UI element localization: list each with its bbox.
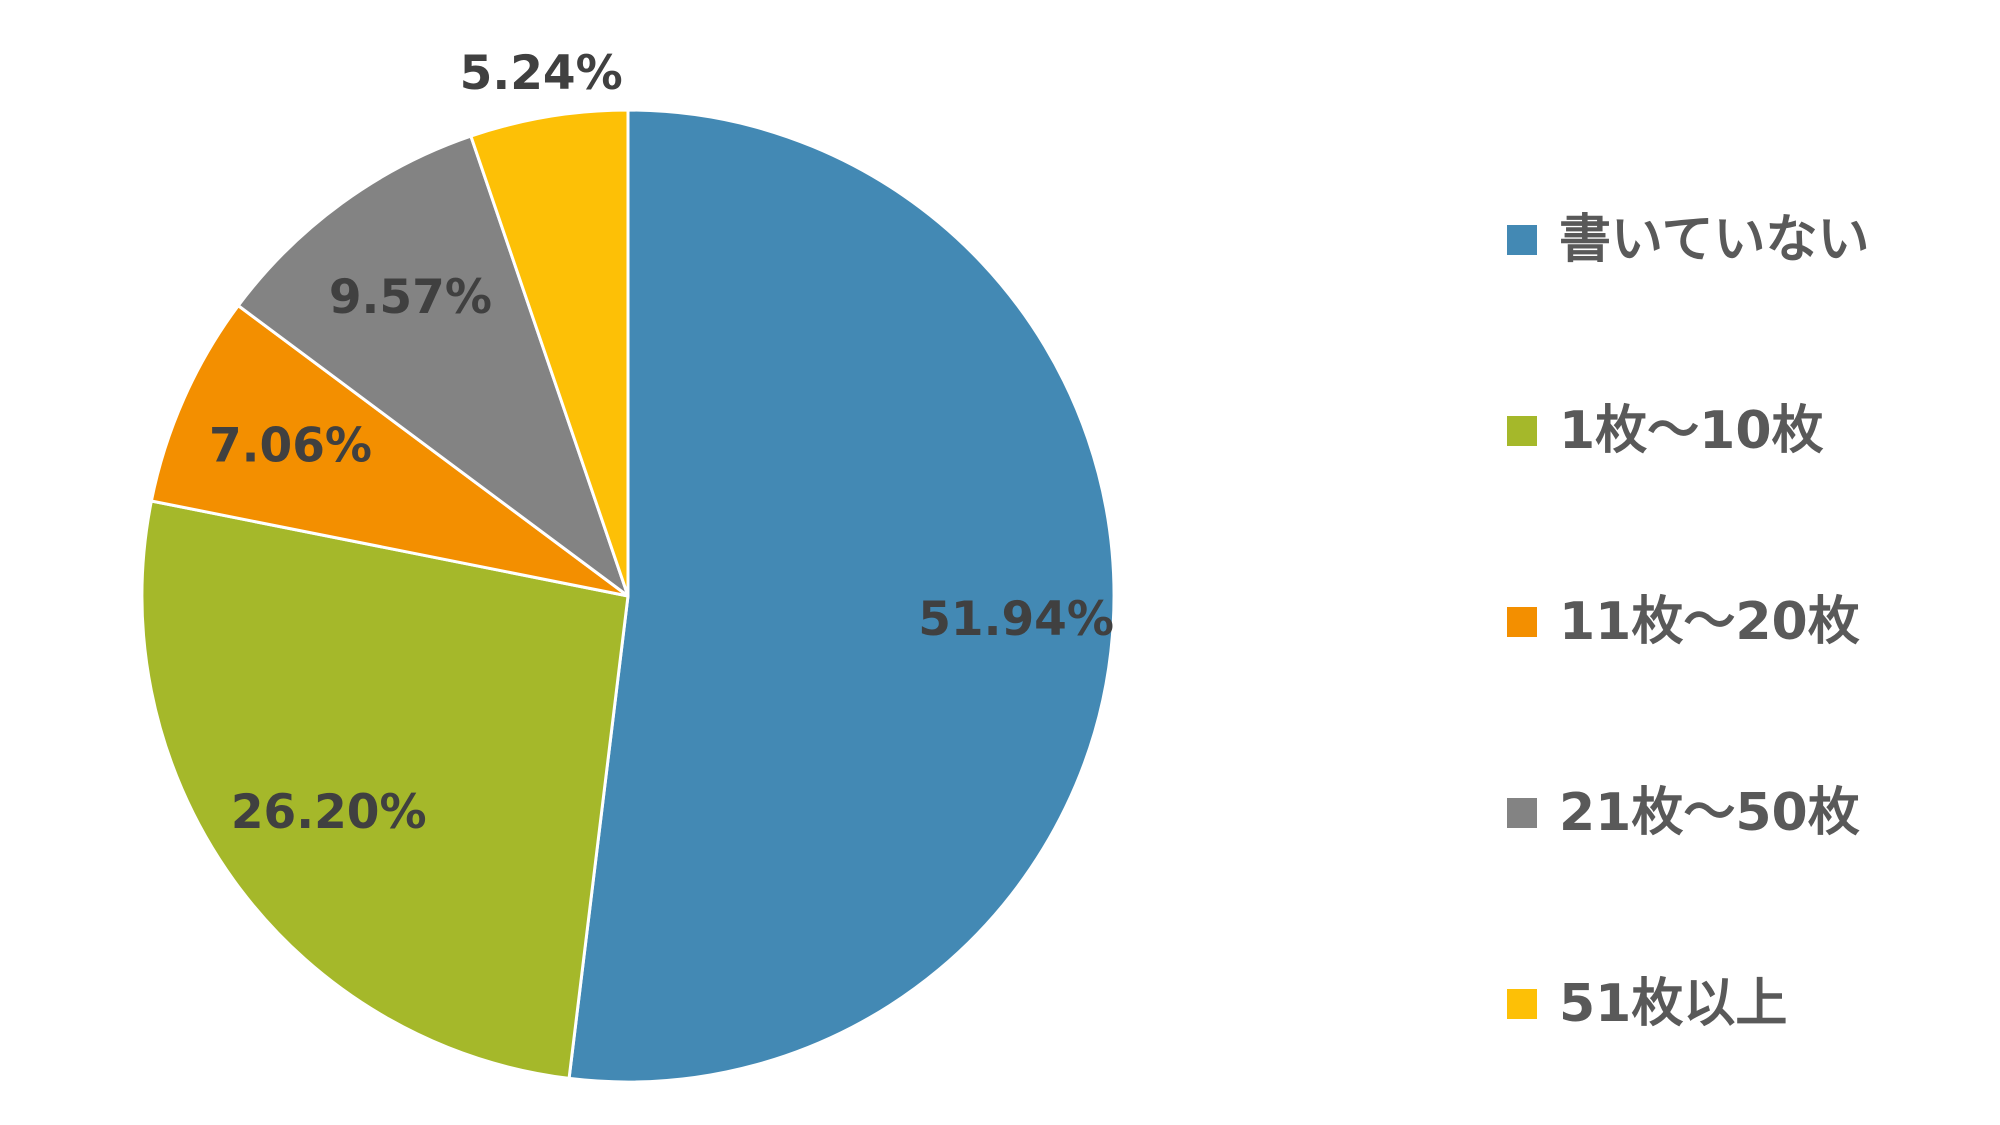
legend-item-11-20: 11枚〜20枚	[1507, 592, 1860, 652]
legend-label-11-20: 11枚〜20枚	[1559, 592, 1860, 652]
pie-slice-21-50	[236, 134, 630, 598]
pie-slice-not-written	[567, 108, 1116, 1084]
pie-slice-1-10	[140, 499, 630, 1080]
legend-swatch-51-plus	[1507, 989, 1537, 1019]
legend-label-21-50: 21枚〜50枚	[1559, 783, 1860, 843]
legend-label-not-written: 書いていない	[1559, 210, 1869, 270]
data-label-21-50: 9.57%	[329, 270, 492, 325]
legend-label-51-plus: 51枚以上	[1559, 974, 1787, 1034]
pie-slices	[140, 108, 1116, 1084]
pie-slice-11-20	[149, 304, 630, 598]
legend-item-not-written: 書いていない	[1507, 210, 1869, 270]
legend-swatch-11-20	[1507, 607, 1537, 637]
legend-item-51-plus: 51枚以上	[1507, 974, 1787, 1034]
data-label-51-plus: 5.24%	[460, 46, 623, 101]
pie-data-labels: 51.94% 26.20% 7.06% 9.57% 5.24%	[209, 46, 1114, 840]
data-label-1-10: 26.20%	[231, 785, 427, 840]
legend: 書いていない 1枚〜10枚 11枚〜20枚 21枚〜50枚 51枚以上	[1507, 210, 1869, 1034]
legend-swatch-1-10	[1507, 416, 1537, 446]
legend-swatch-21-50	[1507, 798, 1537, 828]
legend-item-21-50: 21枚〜50枚	[1507, 783, 1860, 843]
pie-slice-51-plus	[469, 108, 630, 598]
legend-item-1-10: 1枚〜10枚	[1507, 401, 1824, 461]
data-label-11-20: 7.06%	[209, 418, 372, 473]
data-label-not-written: 51.94%	[918, 592, 1114, 647]
legend-label-1-10: 1枚〜10枚	[1559, 401, 1824, 461]
legend-swatch-not-written	[1507, 225, 1537, 255]
